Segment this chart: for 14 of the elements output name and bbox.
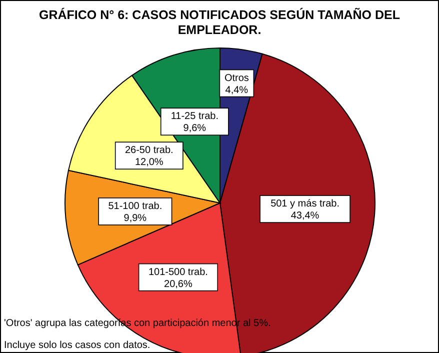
chart-title: GRÁFICO N° 6: CASOS NOTIFICADOS SEGÚN TAMAÑO DEL EMPLEADOR. (38, 7, 400, 37)
slice-label: 51-100 trab. (108, 200, 162, 212)
slice-label: 101-500 trab. (148, 266, 208, 278)
data-label: 4,4% (225, 84, 248, 96)
slice-label: 11-25 trab. (170, 111, 218, 122)
text: Incluye solo los casos con datos. (4, 340, 150, 351)
slice-label: Otros (224, 72, 249, 84)
data-label: 9,9% (124, 212, 147, 224)
slice-label: 501 y más trab. (270, 198, 340, 210)
data-label: 12,0% (134, 157, 164, 168)
data-label: 20,6% (164, 278, 192, 290)
data-label: 9,6% (183, 123, 206, 134)
data-label: 43,4% (290, 210, 320, 222)
slice-label: 26-50 trab. (124, 145, 174, 156)
